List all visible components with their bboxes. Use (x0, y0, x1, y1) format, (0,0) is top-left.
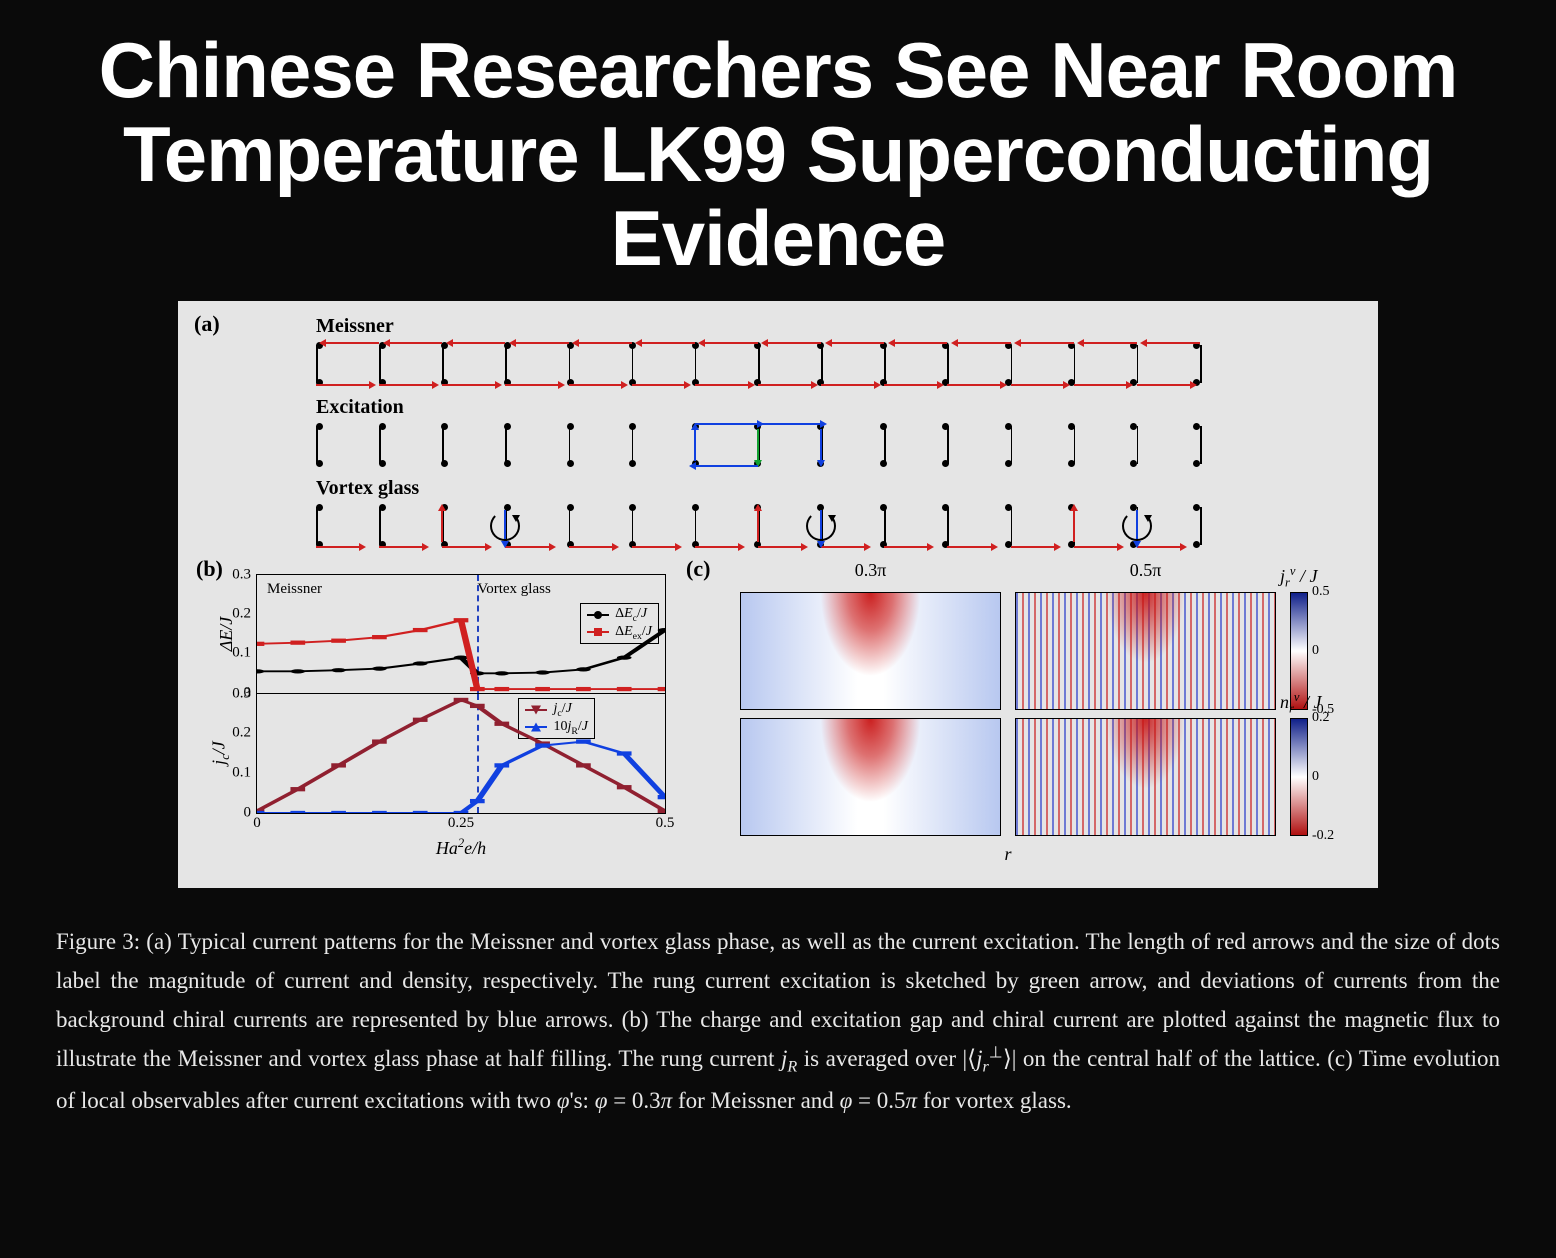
hm-col1-title: 0.3π (740, 560, 1001, 584)
caption-e: for Meissner and (672, 1088, 839, 1113)
panel-b-bot-ylabel: jc/J (209, 741, 234, 765)
heatmap-j-meissner: tJ/ℏ 04812 (740, 592, 1001, 710)
panel-b: (b) ΔE/J Meissner Vortex glass ΔEc/J ΔEe… (196, 560, 666, 870)
panel-b-top-chart: ΔE/J Meissner Vortex glass ΔEc/J ΔEex/J … (256, 574, 666, 694)
panel-b-xlabel: Ha2e/h (256, 836, 666, 859)
pattern-excitation: Excitation (316, 396, 1200, 467)
caption-f: for vortex glass. (917, 1088, 1072, 1113)
panel-a-patterns: Meissner Excitation Vortex glass (316, 315, 1200, 548)
figure-caption: Figure 3: (a) Typical current patterns f… (0, 888, 1556, 1164)
pattern-meissner: Meissner (316, 315, 1200, 386)
colorbar-n: nrν / J 0.20-0.2 (1290, 718, 1360, 836)
panel-c-xlabel: r (740, 844, 1276, 870)
panel-b-bottom-chart: jc/J jc/J 10jR/J 00.10.20.300.250.5 (256, 694, 666, 814)
panel-a-label: (a) (194, 311, 220, 337)
pattern-vortex-glass: Vortex glass (316, 477, 1200, 548)
pattern-meissner-title: Meissner (316, 315, 1200, 338)
panel-c: (c) 0.3π 0.5π tJ/ℏ 04812 jrν / J 0.50-0.… (690, 560, 1360, 870)
pattern-excitation-title: Excitation (316, 396, 1200, 419)
heatmap-n-vortex: 204060 (1015, 718, 1276, 836)
caption-b: is averaged over |⟨ (797, 1046, 976, 1071)
caption-d: 's: (569, 1088, 594, 1113)
caption-prefix: Figure 3: (56, 929, 140, 954)
panel-c-label: (c) (686, 556, 710, 582)
pattern-vortex-title: Vortex glass (316, 477, 1200, 500)
heatmap-n-meissner: tJ/ℏ 04812204060 (740, 718, 1001, 836)
hm-col2-title: 0.5π (1015, 560, 1276, 584)
heatmap-j-vortex (1015, 592, 1276, 710)
article-headline: Chinese Researchers See Near Room Temper… (0, 0, 1556, 301)
panel-b-label: (b) (196, 556, 223, 582)
figure-3-panel: (a) Meissner Excitation Vortex glass (b)… (178, 301, 1378, 888)
